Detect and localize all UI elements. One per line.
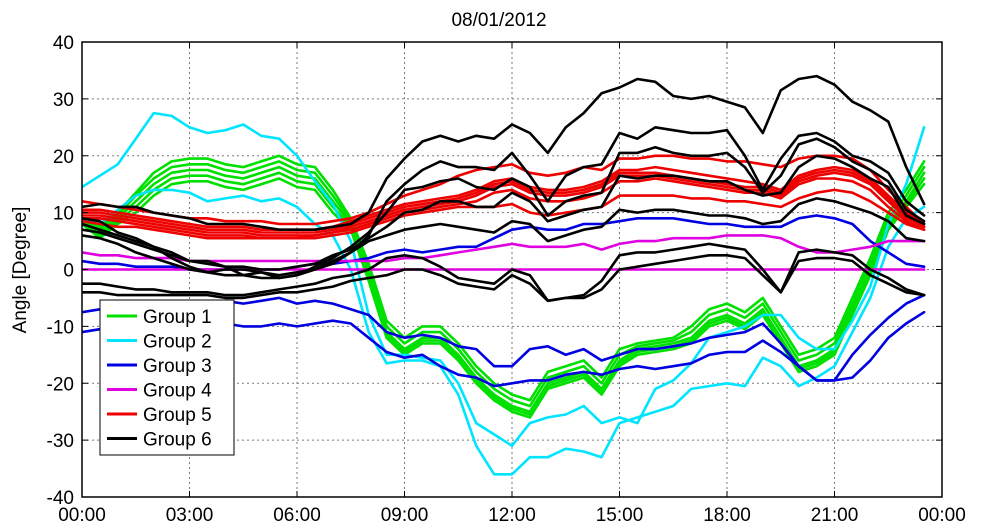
series-line-group-5 bbox=[82, 154, 926, 226]
series-line-group-4 bbox=[82, 234, 926, 263]
y-tick-label: 10 bbox=[53, 204, 74, 225]
series-line-group-6 bbox=[82, 154, 926, 271]
legend-box bbox=[99, 299, 235, 456]
series-line-group-2 bbox=[82, 111, 926, 448]
series-line-group-1 bbox=[82, 154, 926, 402]
y-axis-label: Angle [Degree] bbox=[10, 207, 31, 334]
x-tick-label: 09:00 bbox=[381, 505, 429, 526]
y-tick-label: -40 bbox=[47, 488, 74, 509]
axis-ticks: 00:00 03:00 06:00 09:00 12:00 15:00 18:00 21:00… bbox=[47, 33, 966, 526]
x-tick-label: 06:00 bbox=[273, 505, 321, 526]
series-layer bbox=[82, 74, 926, 476]
y-tick-label: -10 bbox=[47, 317, 74, 338]
y-tick-label: 20 bbox=[53, 147, 74, 168]
series-line-group-1 bbox=[82, 165, 926, 414]
legend: Group 1 Group 2 Group 3 Group 4 Group 5 Group… bbox=[99, 299, 235, 456]
legend-label-group-4: Group 4 bbox=[143, 381, 212, 402]
series-line-group-6 bbox=[82, 137, 926, 280]
series-line-group-6 bbox=[82, 197, 926, 277]
series-line-group-2 bbox=[82, 188, 926, 476]
x-tick-label: 00:00 bbox=[918, 505, 966, 526]
legend-label-group-5: Group 5 bbox=[143, 405, 212, 426]
y-tick-label: 30 bbox=[53, 90, 74, 111]
x-tick-label: 12:00 bbox=[488, 505, 536, 526]
x-tick-label: 21:00 bbox=[811, 505, 859, 526]
series-line-group-1 bbox=[82, 160, 926, 408]
y-tick-label: -20 bbox=[47, 374, 74, 395]
x-tick-label: 15:00 bbox=[596, 505, 644, 526]
chart-title: 08/01/2012 bbox=[451, 10, 546, 31]
series-line-group-6 bbox=[82, 74, 926, 231]
series-line-group-6 bbox=[82, 254, 926, 303]
y-tick-label: -30 bbox=[47, 431, 74, 452]
y-tick-label: 40 bbox=[53, 33, 74, 54]
legend-label-group-1: Group 1 bbox=[143, 307, 212, 328]
x-tick-label: 00:00 bbox=[58, 505, 106, 526]
legend-label-group-6: Group 6 bbox=[143, 430, 212, 451]
legend-label-group-3: Group 3 bbox=[143, 356, 212, 377]
legend-label-group-2: Group 2 bbox=[143, 332, 212, 353]
series-line-group-5 bbox=[82, 188, 926, 240]
x-tick-label: 18:00 bbox=[703, 505, 751, 526]
y-tick-label: 0 bbox=[63, 261, 74, 282]
x-tick-label: 03:00 bbox=[166, 505, 214, 526]
series-line-group-5 bbox=[82, 177, 926, 240]
